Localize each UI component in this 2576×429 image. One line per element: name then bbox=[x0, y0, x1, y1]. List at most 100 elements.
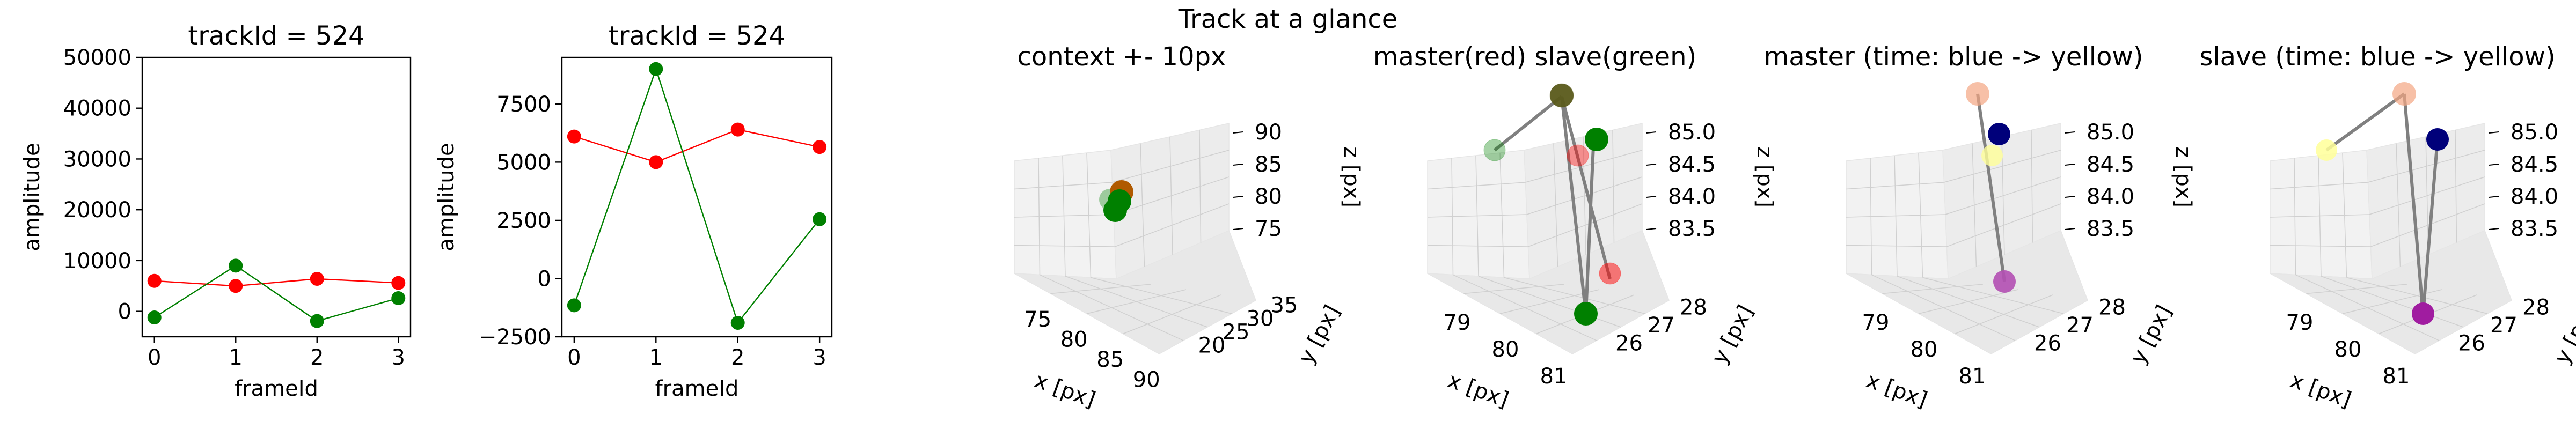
line-chart-1: trackId = 524 0 1 2 3 0 10000 20000 30000 40000 50… bbox=[20, 21, 412, 401]
y-tick-label: 40000 bbox=[63, 97, 131, 121]
data-point-red bbox=[813, 140, 827, 154]
x-axis-label: x [px] bbox=[1863, 368, 1930, 412]
y-axis-label: y [px] bbox=[1294, 301, 1345, 368]
x-tick-label: 81 bbox=[2383, 364, 2410, 389]
grid-line bbox=[1897, 276, 2040, 328]
connection-line bbox=[2325, 92, 2405, 152]
x-tick-label: 2 bbox=[731, 345, 744, 370]
y-tick-label: 35 bbox=[1271, 293, 1298, 318]
y-tick-label: 26 bbox=[2458, 331, 2485, 356]
context-point-slave bbox=[1103, 198, 1127, 222]
grid-line bbox=[1504, 277, 1645, 314]
z-tick-label: 84.0 bbox=[2087, 184, 2134, 209]
chart-title: trackId = 524 bbox=[609, 21, 785, 51]
y-axis-label: y [px] bbox=[1707, 301, 1758, 368]
z-tick-mark bbox=[1646, 164, 1657, 166]
grid-line bbox=[1427, 203, 1643, 247]
y-tick-label: 28 bbox=[1680, 295, 1707, 320]
z-tick-label: 84.0 bbox=[2511, 184, 2558, 209]
z-tick-label: 84.5 bbox=[1668, 152, 1716, 177]
grid-line bbox=[2455, 130, 2457, 243]
x-tick-label: 1 bbox=[649, 345, 663, 370]
axes3d-6: slave (time: blue -> yellow) 79 80 81 x [px]… bbox=[2199, 42, 2576, 412]
master-point bbox=[1567, 144, 1589, 167]
master-point-t2 bbox=[1981, 145, 2003, 166]
z-tick-label: 85 bbox=[1255, 152, 1282, 177]
y-tick-label: 10000 bbox=[63, 249, 131, 273]
z-tick-label: 84.0 bbox=[1668, 184, 1716, 209]
x-axis-label: frameId bbox=[235, 376, 318, 401]
x-tick-label: 0 bbox=[148, 345, 161, 370]
slave-point bbox=[1483, 139, 1506, 161]
x-axis-label: frameId bbox=[655, 376, 739, 401]
y-tick-label: 27 bbox=[1648, 313, 1675, 338]
connection-line bbox=[1560, 96, 1587, 314]
data-point-red bbox=[649, 155, 663, 169]
grid-line bbox=[1478, 276, 1621, 328]
x-tick-label: 90 bbox=[1133, 367, 1160, 392]
x-tick-label: 0 bbox=[567, 345, 581, 370]
x-tick-label: 80 bbox=[1492, 337, 1519, 362]
grid-line bbox=[2342, 152, 2347, 278]
connection-line bbox=[2403, 93, 2425, 314]
grid-line bbox=[1846, 150, 2061, 190]
grid-line bbox=[1091, 277, 1232, 314]
data-point-red bbox=[310, 272, 324, 286]
x-tick-label: 1 bbox=[229, 345, 243, 370]
connection-line bbox=[1976, 93, 2006, 282]
y-tick-label: 26 bbox=[2034, 331, 2061, 356]
grid-line bbox=[2270, 176, 2485, 218]
x-tick-label: 79 bbox=[1862, 310, 1890, 335]
data-point-green bbox=[813, 212, 827, 226]
z-tick-mark bbox=[1646, 196, 1657, 198]
y-tick-label: 25 bbox=[1223, 320, 1250, 345]
data-point-red bbox=[730, 122, 745, 137]
grid-line bbox=[1846, 176, 2061, 218]
z-tick-mark bbox=[2065, 196, 2075, 198]
z-tick-label: 80 bbox=[1255, 184, 1282, 209]
grid-line bbox=[1922, 277, 2064, 314]
z-tick-label: 85.0 bbox=[2087, 120, 2134, 145]
slave-point bbox=[1574, 302, 1598, 326]
x-tick-label: 3 bbox=[392, 345, 405, 370]
y-axis-label: amplitude bbox=[20, 143, 45, 251]
overlap-point bbox=[1549, 83, 1574, 108]
z-tick-mark bbox=[2489, 196, 2499, 198]
grid-line bbox=[2346, 277, 2488, 314]
z-tick-label: 84.5 bbox=[2511, 152, 2558, 177]
suptitle: Track at a glance bbox=[1178, 4, 1398, 34]
z-tick-label: 84.5 bbox=[2087, 152, 2134, 177]
slave-point-t1 bbox=[2426, 128, 2449, 151]
x-axis-label: x [px] bbox=[1031, 368, 1099, 412]
grid-line bbox=[1014, 203, 1230, 247]
data-point-green bbox=[649, 62, 663, 76]
connection-line bbox=[2421, 139, 2439, 314]
axes3d-4: master(red) slave(green) 79 80 81 x [px] 2627… bbox=[1373, 42, 1777, 412]
z-tick-mark bbox=[1233, 131, 1243, 134]
grid-line bbox=[1427, 150, 1643, 190]
z-tick-mark bbox=[1646, 228, 1657, 230]
grid-line bbox=[1918, 152, 1923, 278]
master-point bbox=[1599, 262, 1621, 285]
data-point-red bbox=[391, 276, 406, 290]
grid-line bbox=[1123, 294, 1221, 335]
x-tick-label: 75 bbox=[1024, 307, 1051, 332]
connection-line bbox=[1560, 96, 1612, 279]
y-tick-label: 2500 bbox=[496, 209, 551, 233]
series-line-green bbox=[154, 264, 399, 322]
y-tick-label: 26 bbox=[1615, 331, 1643, 356]
grid-line bbox=[1427, 176, 1643, 218]
grid-line bbox=[1499, 152, 1505, 278]
y-tick-label: 28 bbox=[2522, 295, 2550, 320]
x-tick-label: 79 bbox=[2286, 310, 2314, 335]
x-tick-label: 81 bbox=[1540, 364, 1568, 389]
plot-frame bbox=[141, 56, 412, 338]
connection-line bbox=[1494, 95, 1563, 152]
x-tick-label: 80 bbox=[2334, 337, 2362, 362]
z-tick-label: 85.0 bbox=[2511, 120, 2558, 145]
chart-title: context +- 10px bbox=[1018, 42, 1226, 72]
master-point-t1 bbox=[1988, 123, 2010, 145]
y-tick-label: 27 bbox=[2066, 313, 2094, 338]
z-tick-mark bbox=[1233, 164, 1243, 166]
